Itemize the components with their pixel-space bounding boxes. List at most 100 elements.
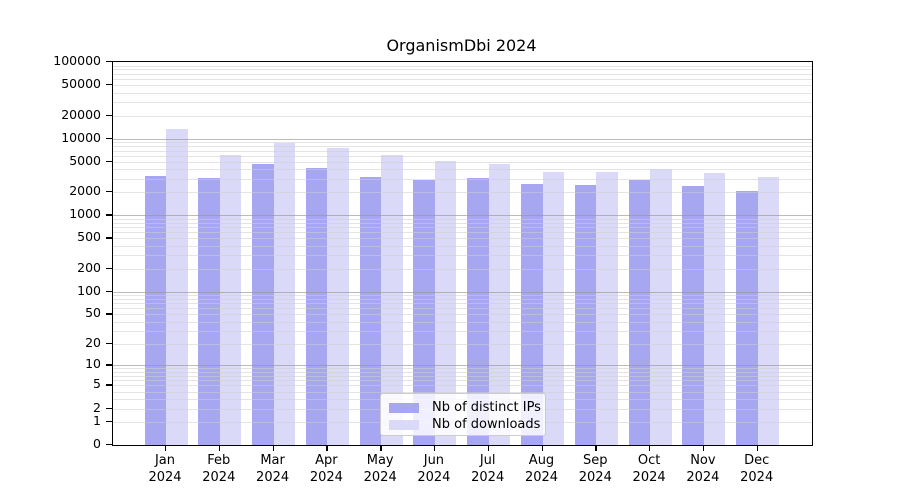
gridline-minor-800 bbox=[113, 222, 812, 224]
gridline-minor-300 bbox=[113, 255, 812, 257]
gridline-major-10 bbox=[113, 365, 812, 367]
legend-item-downloads: Nb of downloads bbox=[389, 416, 541, 433]
y-tick-0 bbox=[106, 444, 112, 446]
chart-title: OrganismDbi 2024 bbox=[386, 36, 537, 55]
x-tick-dec bbox=[756, 445, 759, 451]
gridline-major-1000 bbox=[113, 215, 812, 217]
x-tick-year: 2024 bbox=[471, 469, 505, 485]
gridline-minor-6 bbox=[113, 380, 812, 382]
legend-item-distinct-ips: Nb of distinct IPs bbox=[389, 399, 541, 416]
y-tick-label: 2000 bbox=[69, 183, 101, 199]
y-tick-label: 20000 bbox=[61, 106, 101, 122]
y-tick-label: 10000 bbox=[61, 129, 101, 145]
gridline-minor-4000 bbox=[113, 169, 812, 171]
gridline-minor-3000 bbox=[113, 178, 812, 180]
x-tick-label: Sep 2024 bbox=[563, 453, 627, 486]
x-tick-feb bbox=[218, 445, 221, 451]
bar-dec-downloads bbox=[757, 177, 780, 445]
gridline-minor-500 bbox=[113, 238, 812, 240]
y-tick-label: 500 bbox=[77, 229, 101, 245]
x-tick-sep bbox=[595, 445, 597, 451]
gridline-minor-30000 bbox=[113, 102, 812, 104]
x-tick-month: Oct bbox=[637, 453, 661, 468]
gridline-minor-5000 bbox=[113, 161, 812, 163]
bar-jan-distinct-ips bbox=[144, 175, 166, 445]
x-tick-year: 2024 bbox=[363, 469, 397, 485]
x-tick-jun bbox=[433, 445, 436, 451]
x-tick-month: Jan bbox=[154, 453, 176, 468]
gridline-minor-7000 bbox=[113, 150, 812, 152]
y-tick-200 bbox=[106, 267, 112, 269]
gridline-minor-2000 bbox=[113, 192, 812, 194]
gridline-minor-200 bbox=[113, 268, 812, 270]
gridline-minor-9 bbox=[113, 368, 812, 370]
gridline-minor-8000 bbox=[113, 146, 812, 147]
bar-mar-downloads bbox=[273, 142, 296, 445]
x-tick-mar bbox=[272, 445, 274, 451]
bar-jan-downloads bbox=[166, 129, 188, 445]
y-tick-label: 5 bbox=[93, 376, 101, 392]
x-tick-month: Dec bbox=[744, 453, 770, 468]
gridline-minor-60 bbox=[113, 308, 812, 310]
x-tick-jan bbox=[165, 445, 167, 451]
gridline-minor-8 bbox=[113, 371, 812, 373]
x-tick-apr bbox=[326, 445, 328, 451]
x-tick-may bbox=[380, 445, 382, 451]
x-tick-label: Nov 2024 bbox=[671, 453, 735, 486]
y-tick-100 bbox=[106, 290, 112, 292]
y-tick-label: 5000 bbox=[69, 152, 101, 168]
bar-feb-downloads bbox=[219, 155, 242, 445]
gridline-minor-6000 bbox=[113, 155, 812, 157]
gridline-minor-700 bbox=[113, 227, 812, 228]
x-tick-label: Mar 2024 bbox=[241, 453, 305, 486]
x-tick-label: May 2024 bbox=[348, 453, 412, 486]
gridline-minor-20000 bbox=[113, 115, 812, 117]
x-tick-oct bbox=[649, 445, 651, 451]
gridline-minor-80 bbox=[113, 298, 812, 300]
gridline-major-10000 bbox=[113, 138, 812, 140]
bar-feb-distinct-ips bbox=[198, 177, 220, 445]
gridline-minor-900 bbox=[113, 218, 812, 220]
gridline-minor-70000 bbox=[113, 73, 812, 75]
x-tick-label: Jun 2024 bbox=[402, 453, 466, 486]
y-tick-1000 bbox=[106, 214, 112, 216]
legend: Nb of distinct IPs Nb of downloads bbox=[380, 393, 546, 436]
bar-dec-distinct-ips bbox=[736, 191, 758, 445]
gridline-minor-70 bbox=[113, 303, 812, 305]
bar-may-distinct-ips bbox=[359, 176, 382, 445]
legend-label-downloads: Nb of downloads bbox=[432, 417, 541, 432]
y-tick-50 bbox=[106, 313, 112, 315]
legend-swatch-distinct-ips bbox=[389, 402, 419, 413]
x-tick-label: Jul 2024 bbox=[456, 453, 520, 486]
y-tick-label: 50 bbox=[85, 305, 101, 321]
legend-label-distinct-ips: Nb of distinct IPs bbox=[432, 400, 541, 415]
x-tick-month: Apr bbox=[315, 453, 338, 468]
x-tick-month: Jun bbox=[423, 453, 445, 468]
gridline-minor-50 bbox=[113, 314, 812, 316]
gridline-major-100 bbox=[113, 291, 812, 293]
gridline-minor-90 bbox=[113, 294, 812, 296]
y-tick-1 bbox=[106, 420, 112, 423]
y-tick-label: 100 bbox=[77, 282, 101, 298]
gridline-minor-5 bbox=[113, 385, 812, 387]
plot-area bbox=[112, 61, 813, 446]
y-tick-label: 2 bbox=[93, 399, 101, 415]
x-tick-aug bbox=[541, 445, 543, 451]
x-tick-month: May bbox=[366, 453, 394, 468]
x-tick-nov bbox=[702, 445, 705, 451]
x-tick-year: 2024 bbox=[256, 469, 290, 485]
y-tick-20000 bbox=[106, 114, 112, 116]
y-tick-label: 50000 bbox=[61, 76, 101, 92]
gridline-minor-40 bbox=[113, 321, 812, 323]
gridline-minor-30 bbox=[113, 330, 812, 332]
x-tick-label: Jan 2024 bbox=[133, 453, 197, 486]
gridline-minor-60000 bbox=[113, 79, 812, 80]
gridline-minor-4 bbox=[113, 391, 812, 393]
y-tick-50000 bbox=[106, 84, 112, 86]
legend-swatch-downloads bbox=[389, 419, 419, 430]
x-tick-month: Nov bbox=[690, 453, 716, 468]
x-tick-year: 2024 bbox=[740, 469, 774, 485]
y-tick-500 bbox=[106, 237, 112, 239]
x-tick-label: Dec 2024 bbox=[725, 453, 789, 486]
gridline-minor-80000 bbox=[113, 69, 812, 71]
